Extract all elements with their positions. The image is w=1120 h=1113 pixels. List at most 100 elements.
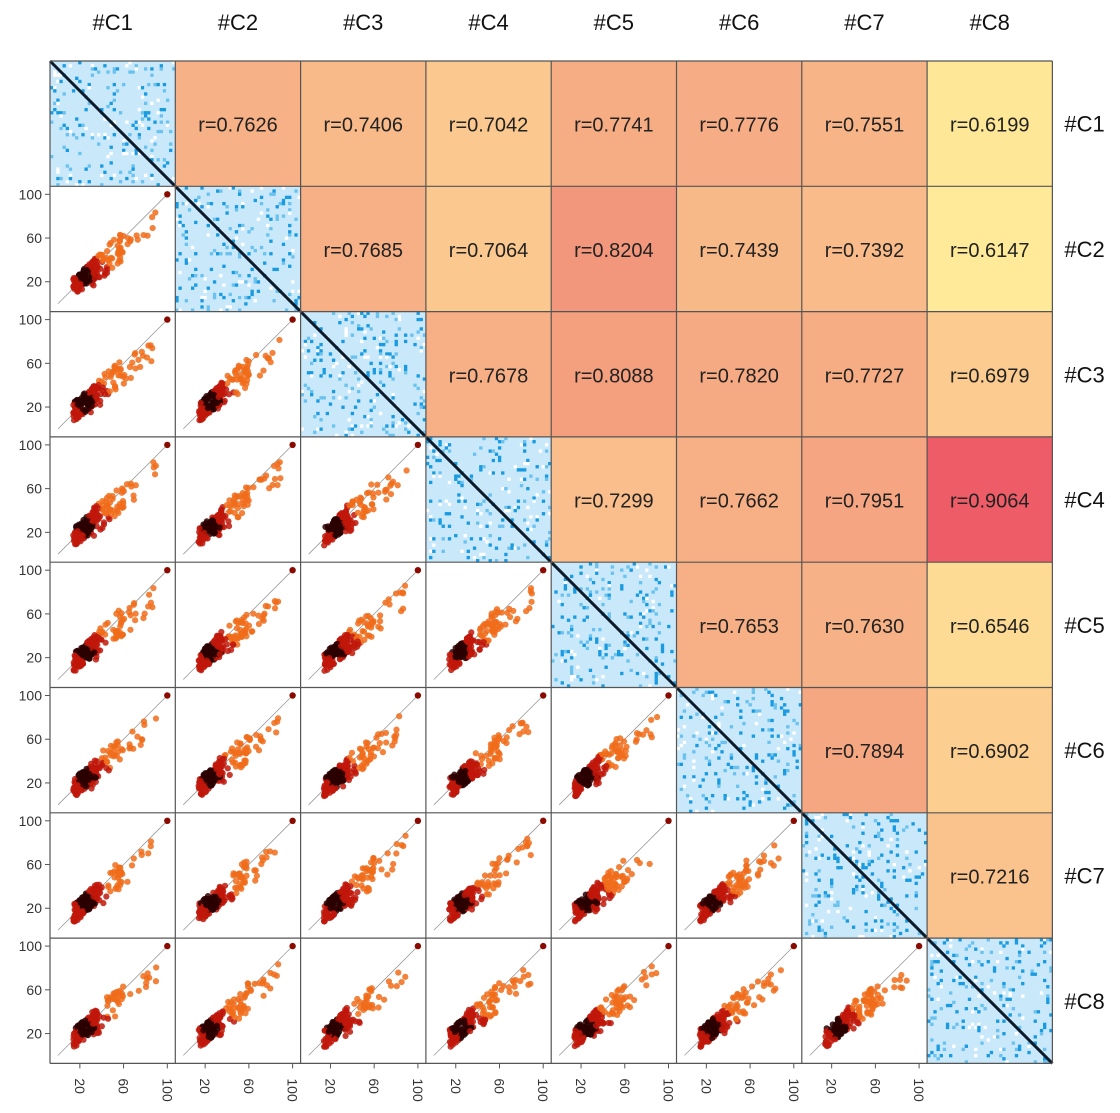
scatter-point: [506, 613, 514, 621]
scatter-point: [200, 521, 207, 528]
heatmap-cell: [369, 361, 373, 366]
scatter-point: [342, 514, 349, 521]
scatter-point: [451, 659, 458, 666]
heatmap-cell: [219, 308, 223, 312]
heatmap-cell: [106, 86, 110, 90]
scatter-point: [714, 890, 721, 897]
heatmap-cell: [438, 443, 442, 447]
heatmap-cell: [416, 317, 420, 322]
scatter-point: [370, 865, 377, 872]
heatmap-cell: [272, 299, 276, 303]
scatter-point: [506, 605, 513, 613]
heatmap-cell: [654, 637, 658, 641]
heatmap-cell: [529, 527, 533, 532]
scatter-point: [218, 628, 225, 636]
scatter-point: [271, 605, 279, 612]
heatmap-cell: [607, 584, 611, 588]
heatmap-cell: [720, 706, 724, 710]
scatter-point: [82, 783, 89, 790]
heatmap-cell: [350, 386, 355, 391]
heatmap-cell: [122, 82, 126, 87]
heatmap-cell: [422, 399, 427, 403]
heatmap-cell: [360, 352, 364, 356]
heatmap-cell: [275, 217, 279, 221]
heatmap-cell: [378, 349, 383, 353]
heatmap-cell: [140, 117, 145, 121]
heatmap-cell: [707, 690, 712, 694]
heatmap-cell: [303, 399, 308, 403]
scatter-point: [243, 858, 250, 865]
scatter-point: [140, 718, 148, 725]
scatter-point: [164, 191, 171, 198]
scatter-point: [252, 877, 259, 884]
heatmap-cell: [378, 367, 383, 372]
scatter-point: [110, 236, 118, 243]
heatmap-cell: [497, 524, 502, 528]
heatmap-cell: [447, 502, 452, 507]
heatmap-cell: [657, 602, 662, 607]
heatmap-cell: [416, 433, 420, 438]
heatmap-cell: [156, 98, 160, 102]
correlation-cell: [676, 186, 802, 312]
heatmap-cell: [497, 446, 502, 450]
scatter-point: [114, 742, 121, 749]
heatmap-cell: [363, 314, 367, 319]
heatmap-cell: [165, 123, 170, 127]
heatmap-cell: [288, 230, 292, 234]
heatmap-cell: [162, 107, 167, 112]
heatmap-cell: [626, 643, 630, 647]
correlation-label: r=0.7894: [825, 741, 905, 763]
heatmap-cell: [704, 772, 709, 776]
heatmap-cell: [560, 681, 564, 685]
correlation-label: r=0.7392: [825, 240, 905, 262]
heatmap-cell: [726, 762, 730, 767]
scatter-point: [249, 628, 256, 635]
heatmap-cell: [382, 336, 386, 340]
scatter-point: [126, 604, 133, 612]
heatmap-cell: [391, 433, 395, 438]
scatter-point: [719, 895, 727, 902]
heatmap-cell: [736, 703, 740, 707]
heatmap-cell: [698, 737, 702, 741]
heatmap-cell: [269, 252, 273, 256]
heatmap-cell: [491, 458, 496, 463]
heatmap-cell: [585, 587, 589, 591]
heatmap-cell: [256, 289, 261, 294]
scatter-point: [325, 533, 332, 540]
heatmap-cell: [225, 211, 229, 215]
heatmap-cell: [385, 339, 389, 344]
heatmap-cell: [494, 436, 499, 441]
heatmap-cell: [460, 480, 464, 485]
heatmap-cell: [150, 154, 154, 159]
heatmap-cell: [294, 233, 298, 237]
correlation-label: r=0.7042: [449, 115, 529, 137]
scatter-point: [414, 441, 422, 449]
heatmap-cell: [253, 280, 257, 284]
heatmap-cell: [607, 596, 611, 600]
heatmap-cell: [707, 800, 712, 804]
heatmap-cell: [704, 737, 709, 741]
heatmap-cell: [642, 612, 646, 616]
heatmap-cell: [140, 123, 145, 127]
scatter-point: [218, 507, 225, 514]
heatmap-cell: [416, 336, 420, 340]
correlation-label: r=0.6902: [950, 741, 1030, 763]
heatmap-cell: [219, 274, 223, 278]
heatmap-cell: [710, 794, 715, 798]
heatmap-cell: [106, 70, 110, 74]
scatter-point: [574, 790, 581, 797]
heatmap-cell: [689, 715, 693, 720]
scatter-point: [469, 889, 477, 897]
scatter-point: [339, 770, 346, 777]
scatter-point: [488, 613, 496, 620]
scatter-point: [152, 209, 159, 216]
heatmap-cell: [143, 111, 148, 115]
scatter-point: [91, 757, 98, 764]
scatter-point: [91, 275, 98, 282]
heatmap-cell: [751, 709, 756, 713]
heatmap-cell: [682, 775, 687, 779]
heatmap-cell: [786, 762, 790, 767]
heatmap-cell: [353, 424, 358, 428]
scatter-point: [209, 517, 216, 524]
scatter-point: [260, 367, 267, 374]
